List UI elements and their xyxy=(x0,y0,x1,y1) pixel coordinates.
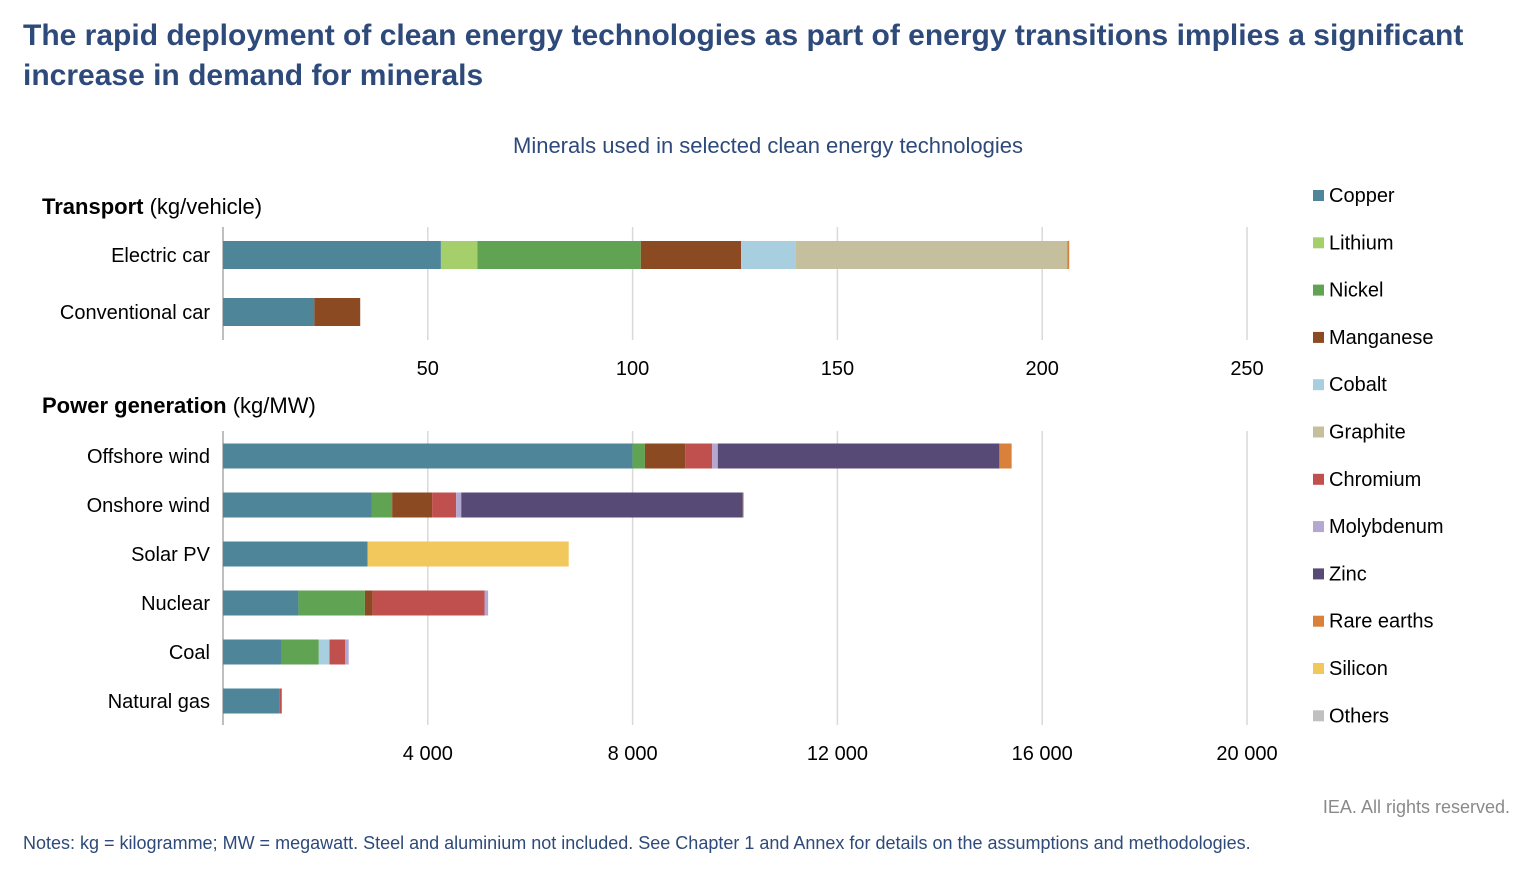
bar-segment-cobalt xyxy=(318,639,330,665)
legend-swatch xyxy=(1313,568,1324,580)
category-label: Nuclear xyxy=(141,593,210,615)
credit: IEA. All rights reserved. xyxy=(1322,797,1510,817)
category-label: Electric car xyxy=(111,245,210,267)
bar-segment-rare-earths xyxy=(999,443,1012,469)
x-tick-label: 150 xyxy=(821,358,854,380)
legend-label: Copper xyxy=(1329,185,1395,207)
panel-heading: Power generation (kg/MW) xyxy=(42,393,316,418)
x-tick-label: 20 000 xyxy=(1216,743,1277,765)
bar-segment-manganese xyxy=(644,443,686,469)
legend-label: Molybdenum xyxy=(1329,516,1444,538)
bar-segment-graphite xyxy=(795,241,1068,269)
bar-segment-chromium xyxy=(372,590,485,616)
x-tick-label: 12 000 xyxy=(807,743,868,765)
legend-swatch xyxy=(1313,190,1324,201)
bar-segment-molybdenum xyxy=(712,443,718,469)
legend-swatch xyxy=(1313,237,1324,249)
category-label: Onshore wind xyxy=(87,495,210,517)
category-label: Offshore wind xyxy=(87,446,210,468)
bar-segment-zinc xyxy=(717,443,1000,469)
x-tick-label: 100 xyxy=(616,358,649,380)
bar-segment-manganese xyxy=(314,298,361,326)
legend-swatch xyxy=(1313,521,1324,533)
legend-label: Manganese xyxy=(1329,327,1434,349)
bar-segment-manganese xyxy=(364,590,373,616)
bar-segment-rare-earths xyxy=(1067,241,1070,269)
bar-segment-molybdenum xyxy=(484,590,489,616)
bar-segment-nickel xyxy=(298,590,365,616)
legend-label: Nickel xyxy=(1329,280,1383,302)
legend-swatch xyxy=(1313,426,1324,438)
page-title: The rapid deployment of clean energy tec… xyxy=(23,19,1464,92)
bar-segment-copper xyxy=(223,298,315,326)
legend-label: Rare earths xyxy=(1329,611,1434,633)
x-tick-label: 250 xyxy=(1230,358,1263,380)
bar-segment-molybdenum xyxy=(456,492,462,518)
bar-segment-chromium xyxy=(329,639,346,665)
x-tick-label: 16 000 xyxy=(1012,743,1073,765)
bar-segment-nickel xyxy=(371,492,393,518)
bar-segment-zinc xyxy=(461,492,743,518)
legend-swatch xyxy=(1313,615,1324,627)
bar-segment-chromium xyxy=(685,443,713,469)
x-tick-label: 200 xyxy=(1026,358,1059,380)
legend-swatch xyxy=(1313,331,1324,343)
legend-label: Graphite xyxy=(1329,422,1406,444)
x-tick-label: 8 000 xyxy=(608,743,658,765)
category-label: Solar PV xyxy=(131,544,211,566)
bar-segment-copper xyxy=(223,639,282,665)
bar-segment-cobalt xyxy=(741,241,796,269)
bar-segment-copper xyxy=(223,443,633,469)
legend-label: Lithium xyxy=(1329,232,1393,254)
chart-title: Minerals used in selected clean energy t… xyxy=(513,133,1023,158)
legend-swatch xyxy=(1313,473,1324,485)
panel-heading: Transport (kg/vehicle) xyxy=(42,194,262,219)
legend-label: Cobalt xyxy=(1329,374,1387,396)
category-label: Natural gas xyxy=(108,691,210,713)
bar-segment-nickel xyxy=(632,443,645,469)
legend-swatch xyxy=(1313,710,1324,722)
x-tick-label: 50 xyxy=(417,358,439,380)
category-label: Conventional car xyxy=(60,302,210,324)
bar-segment-chromium xyxy=(432,492,457,518)
notes: Notes: kg = kilogramme; MW = megawatt. S… xyxy=(23,833,1251,853)
bar-segment-manganese xyxy=(392,492,433,518)
bar-segment-copper xyxy=(223,590,299,616)
bar-segment-copper xyxy=(223,492,372,518)
bar-segment-silicon xyxy=(367,541,569,567)
bar-segment-manganese xyxy=(640,241,742,269)
bar-segment-copper xyxy=(223,241,441,269)
x-tick-label: 4 000 xyxy=(403,743,453,765)
legend-swatch xyxy=(1313,379,1324,391)
bar-segment-molybdenum xyxy=(345,639,349,665)
legend-label: Others xyxy=(1329,705,1389,727)
legend-swatch xyxy=(1313,284,1324,296)
bar-segment-nickel xyxy=(477,241,641,269)
bar-segment-lithium xyxy=(440,241,478,269)
legend-swatch xyxy=(1313,663,1324,674)
bar-segment-rare-earths xyxy=(742,492,744,518)
legend-label: Silicon xyxy=(1329,658,1388,680)
category-label: Coal xyxy=(169,642,210,664)
bar-segment-chromium xyxy=(279,688,282,714)
legend-label: Chromium xyxy=(1329,469,1421,491)
bar-segment-copper xyxy=(223,541,368,567)
bar-segment-copper xyxy=(223,688,280,714)
legend-label: Zinc xyxy=(1329,563,1367,585)
bar-segment-nickel xyxy=(281,639,319,665)
